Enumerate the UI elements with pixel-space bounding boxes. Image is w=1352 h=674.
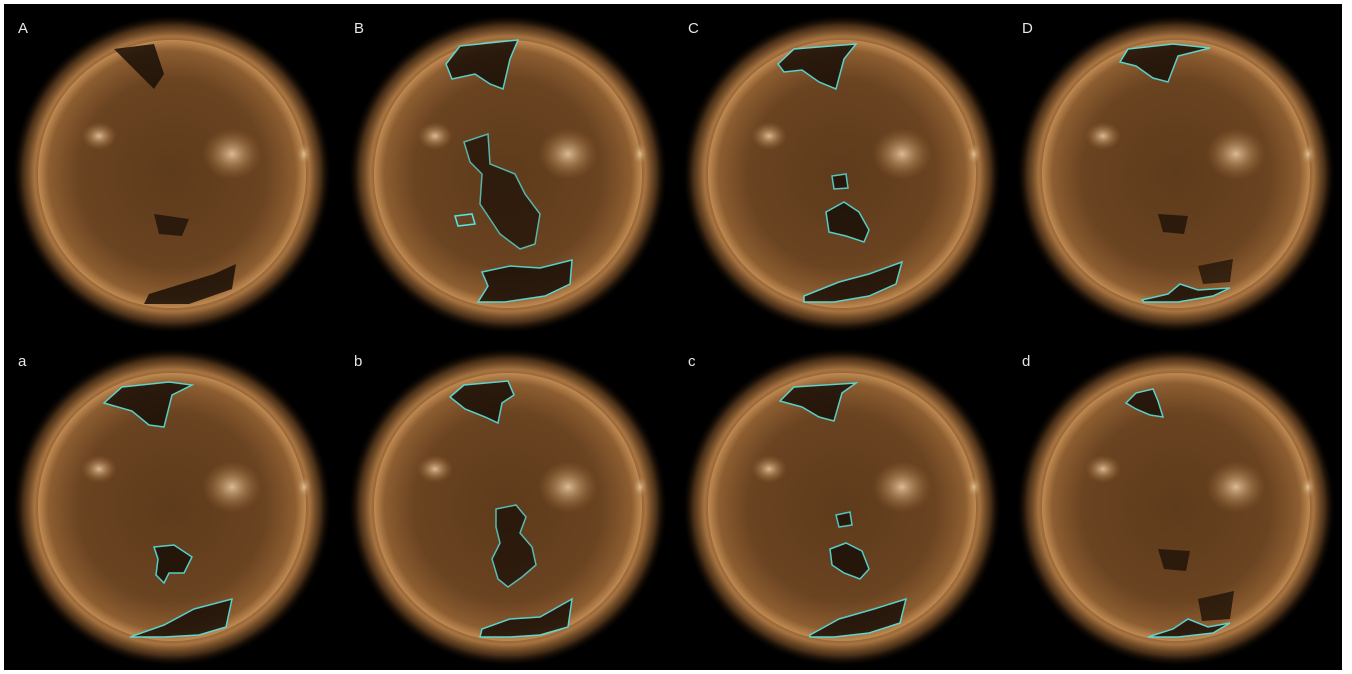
panel-label: A [18,20,29,37]
panel-c: c [674,337,1008,670]
panel-B: B [340,4,674,337]
panel-a: a [4,337,338,670]
sun-image [682,14,1002,334]
sun-image [12,14,332,334]
panel-label: B [354,20,365,37]
sun-image [1016,14,1336,334]
panel-label: C [688,20,699,37]
sun-image [348,347,668,667]
sun-image [682,347,1002,667]
panel-label: D [1022,20,1033,37]
sun-image [12,347,332,667]
panel-d: d [1008,337,1342,670]
panel-D: D [1008,4,1342,337]
panel-A: A [4,4,338,337]
panel-label: d [1022,353,1031,370]
sun-image [348,14,668,334]
sun-image [1016,347,1336,667]
panel-b: b [340,337,674,670]
figure-frame: A B C [4,4,1342,670]
panel-label: c [688,353,696,370]
panel-label: b [354,353,363,370]
panel-label: a [18,353,27,370]
panel-C: C [674,4,1008,337]
